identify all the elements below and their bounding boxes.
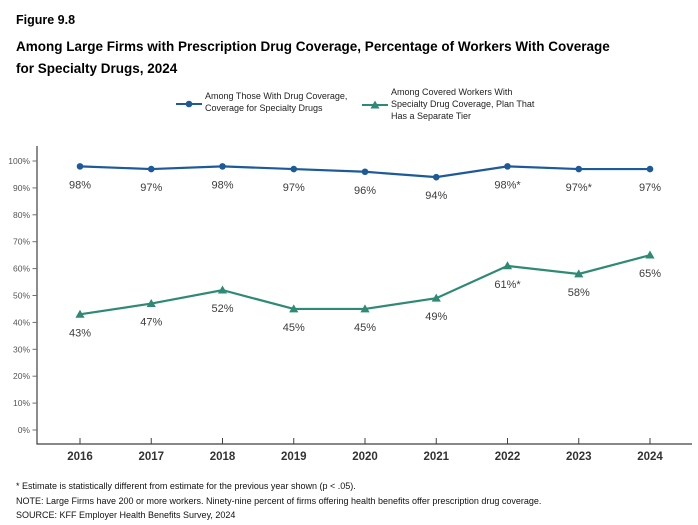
legend-marker-triangle-icon xyxy=(362,100,388,109)
svg-text:49%: 49% xyxy=(425,311,447,323)
footnotes: * Estimate is statistically different fr… xyxy=(16,479,541,523)
svg-text:2019: 2019 xyxy=(281,451,307,463)
chart-title: Among Large Firms with Prescription Drug… xyxy=(16,36,610,80)
svg-text:50%: 50% xyxy=(13,291,30,301)
legend-label: Among Covered Workers With Specialty Dru… xyxy=(391,87,535,121)
svg-text:97%: 97% xyxy=(140,182,162,194)
svg-text:94%: 94% xyxy=(425,190,447,202)
svg-text:97%*: 97%* xyxy=(566,182,593,194)
svg-text:90%: 90% xyxy=(13,183,30,193)
svg-text:97%: 97% xyxy=(639,182,661,194)
svg-text:2022: 2022 xyxy=(495,451,521,463)
svg-text:47%: 47% xyxy=(140,317,162,329)
svg-text:2023: 2023 xyxy=(566,451,592,463)
svg-text:2020: 2020 xyxy=(352,451,378,463)
footnote-source: SOURCE: KFF Employer Health Benefits Sur… xyxy=(16,510,236,520)
svg-text:70%: 70% xyxy=(13,237,30,247)
svg-text:30%: 30% xyxy=(13,344,30,354)
svg-text:43%: 43% xyxy=(69,327,91,339)
svg-text:2021: 2021 xyxy=(423,451,449,463)
svg-text:80%: 80% xyxy=(13,210,30,220)
legend-marker-circle-icon xyxy=(176,100,202,108)
svg-text:0%: 0% xyxy=(18,425,31,435)
footnote-significance: * Estimate is statistically different fr… xyxy=(16,481,356,491)
svg-text:100%: 100% xyxy=(8,156,30,166)
legend: Among Those With Drug Coverage, Coverage… xyxy=(0,86,698,134)
legend-item-drug-coverage: Among Those With Drug Coverage, Coverage… xyxy=(176,90,347,114)
svg-text:2024: 2024 xyxy=(637,451,663,463)
footnote-note: NOTE: Large Firms have 200 or more worke… xyxy=(16,495,542,506)
svg-text:52%: 52% xyxy=(211,303,233,315)
svg-text:45%: 45% xyxy=(354,322,376,334)
svg-text:98%*: 98%* xyxy=(494,179,521,191)
svg-text:2017: 2017 xyxy=(138,451,164,463)
svg-text:61%*: 61%* xyxy=(494,279,521,291)
svg-text:96%: 96% xyxy=(354,185,376,197)
svg-text:58%: 58% xyxy=(568,287,590,299)
chart-title-line-1: Among Large Firms with Prescription Drug… xyxy=(16,39,610,54)
svg-text:97%: 97% xyxy=(283,182,305,194)
svg-text:45%: 45% xyxy=(283,322,305,334)
svg-text:2016: 2016 xyxy=(67,451,93,463)
svg-text:65%: 65% xyxy=(639,268,661,280)
svg-text:10%: 10% xyxy=(13,398,30,408)
figure-label: Figure 9.8 xyxy=(16,13,76,27)
svg-text:20%: 20% xyxy=(13,371,30,381)
svg-text:98%: 98% xyxy=(69,179,91,191)
chart-title-line-2: for Specialty Drugs, 2024 xyxy=(16,61,178,76)
svg-text:2018: 2018 xyxy=(210,451,236,463)
line-chart: 0% 10% 20% 30% 40% 50% 60% 70% 80% 90% 100% 2016 201… xyxy=(8,146,692,463)
svg-text:60%: 60% xyxy=(13,264,30,274)
legend-label: Among Those With Drug Coverage, Coverage… xyxy=(205,91,348,113)
svg-text:98%: 98% xyxy=(211,179,233,191)
svg-text:40%: 40% xyxy=(13,317,30,327)
legend-item-separate-tier: Among Covered Workers With Specialty Dru… xyxy=(362,86,534,122)
